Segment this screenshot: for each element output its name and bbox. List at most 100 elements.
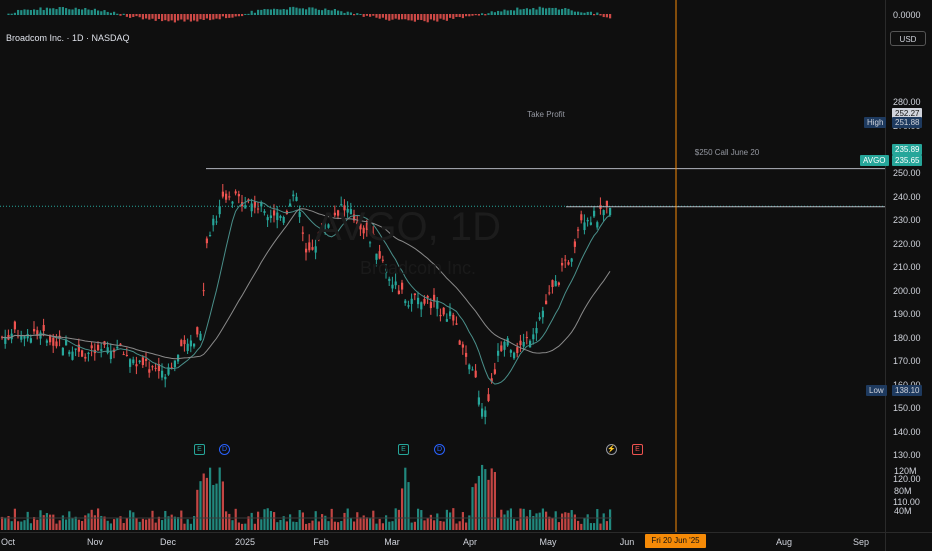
oscillator-bar xyxy=(183,14,186,22)
volume-bar xyxy=(343,512,346,530)
volume-bar xyxy=(122,523,125,530)
candle-body xyxy=(410,298,413,304)
candle-body xyxy=(29,338,32,343)
oscillator-bar xyxy=(577,11,580,15)
oscillator-bar xyxy=(180,14,183,20)
oscillator-bar xyxy=(500,11,503,15)
dividend-marker-icon[interactable]: D xyxy=(219,444,230,455)
oscillator-bar xyxy=(327,9,330,15)
candle-body xyxy=(455,323,458,325)
axis-corner xyxy=(885,532,932,551)
dividend-marker-icon[interactable]: D xyxy=(434,444,445,455)
volume-bar xyxy=(209,467,212,530)
candle-body xyxy=(381,259,384,261)
oscillator-bar xyxy=(413,14,416,22)
volume-bar xyxy=(90,509,93,530)
oscillator-bar xyxy=(570,10,573,15)
earnings-marker-icon[interactable]: E xyxy=(194,444,205,455)
oscillator-bar xyxy=(490,11,493,15)
volume-bar xyxy=(97,508,100,530)
candle-body xyxy=(196,327,199,335)
oscillator-bar xyxy=(103,10,106,15)
oscillator-bar xyxy=(202,14,205,20)
volume-bar xyxy=(545,511,548,530)
volume-bar xyxy=(529,509,532,530)
price-axis-label: 110.00 xyxy=(893,497,920,508)
volume-bar xyxy=(516,520,519,530)
split-marker-icon[interactable]: ⚡ xyxy=(606,444,617,455)
candle-body xyxy=(202,290,205,292)
volume-bar xyxy=(42,515,45,530)
candle-body xyxy=(529,340,532,348)
candle-body xyxy=(509,350,512,353)
oscillator-bar xyxy=(525,8,528,15)
oscillator-bar xyxy=(228,14,231,18)
volume-bar xyxy=(458,521,461,530)
symbol-title[interactable]: Broadcom Inc. · 1D · NASDAQ xyxy=(6,33,130,43)
oscillator-bar xyxy=(493,12,496,15)
volume-bar xyxy=(410,522,413,530)
oscillator-bar xyxy=(529,9,532,15)
oscillator-bar xyxy=(340,11,343,15)
oscillator-bar xyxy=(538,6,541,15)
time-axis-label: May xyxy=(539,537,557,547)
price-chart-svg[interactable] xyxy=(0,0,885,532)
oscillator-bar xyxy=(23,9,26,15)
candle-body xyxy=(522,341,525,347)
candle-body xyxy=(289,203,292,207)
oscillator-bar xyxy=(263,9,266,15)
candle-body xyxy=(349,209,352,215)
candle-body xyxy=(100,349,103,351)
price-axis-label: 220.00 xyxy=(893,238,921,249)
volume-bar xyxy=(580,523,583,530)
chart-pane[interactable]: AVGO, 1D Broadcom Inc. Broadcom Inc. · 1… xyxy=(0,0,885,532)
volume-bar xyxy=(125,517,128,530)
volume-bar xyxy=(401,488,404,530)
volume-bar xyxy=(135,517,138,530)
volume-bar xyxy=(93,515,96,530)
volume-bar xyxy=(605,521,608,530)
time-axis[interactable]: Oct Nov Dec 2025 Feb Mar Apr May Jun Aug Sep xyxy=(0,532,885,551)
oscillator-bar xyxy=(84,7,87,15)
oscillator-bar xyxy=(186,14,189,20)
take-profit-label[interactable]: Take Profit xyxy=(527,110,565,119)
candle-body xyxy=(538,317,541,320)
oscillator-bar xyxy=(273,8,276,15)
upcoming-earnings-marker-icon[interactable]: E xyxy=(632,444,643,455)
oscillator-bar xyxy=(349,12,352,15)
volume-bar xyxy=(433,520,436,530)
candle-body xyxy=(407,305,410,307)
candle-body xyxy=(74,348,77,350)
candle-body xyxy=(164,376,167,380)
volume-bar xyxy=(397,509,400,530)
candle-body xyxy=(282,217,285,223)
volume-bar xyxy=(333,521,336,530)
call-option-label[interactable]: $250 Call June 20 xyxy=(694,148,760,157)
candle-body xyxy=(545,300,548,305)
oscillator-bar xyxy=(477,14,480,16)
volume-bar xyxy=(45,513,48,530)
candle-body xyxy=(487,394,490,401)
candle-body xyxy=(305,248,308,253)
candle-body xyxy=(493,369,496,374)
earnings-marker-icon[interactable]: E xyxy=(398,444,409,455)
oscillator-bar xyxy=(580,12,583,15)
candle-body xyxy=(314,246,317,253)
price-axis[interactable]: 0.0000 USD 280.00270.00260.00250.00240.0… xyxy=(885,0,932,532)
time-axis-label: Mar xyxy=(384,537,400,547)
oscillator-bar xyxy=(429,14,432,20)
volume-bar xyxy=(13,508,16,530)
candle-body xyxy=(87,352,90,355)
candle-body xyxy=(61,347,64,356)
volume-bar xyxy=(65,519,68,530)
volume-bar xyxy=(183,523,186,530)
volume-bar xyxy=(513,518,516,530)
currency-button[interactable]: USD xyxy=(890,31,926,46)
candle-body xyxy=(221,191,224,197)
oscillator-bar xyxy=(487,13,490,15)
volume-bar xyxy=(266,508,269,530)
candle-body xyxy=(394,281,397,286)
volume-bar xyxy=(564,512,567,530)
candle-body xyxy=(605,200,608,207)
candle-body xyxy=(250,203,253,212)
